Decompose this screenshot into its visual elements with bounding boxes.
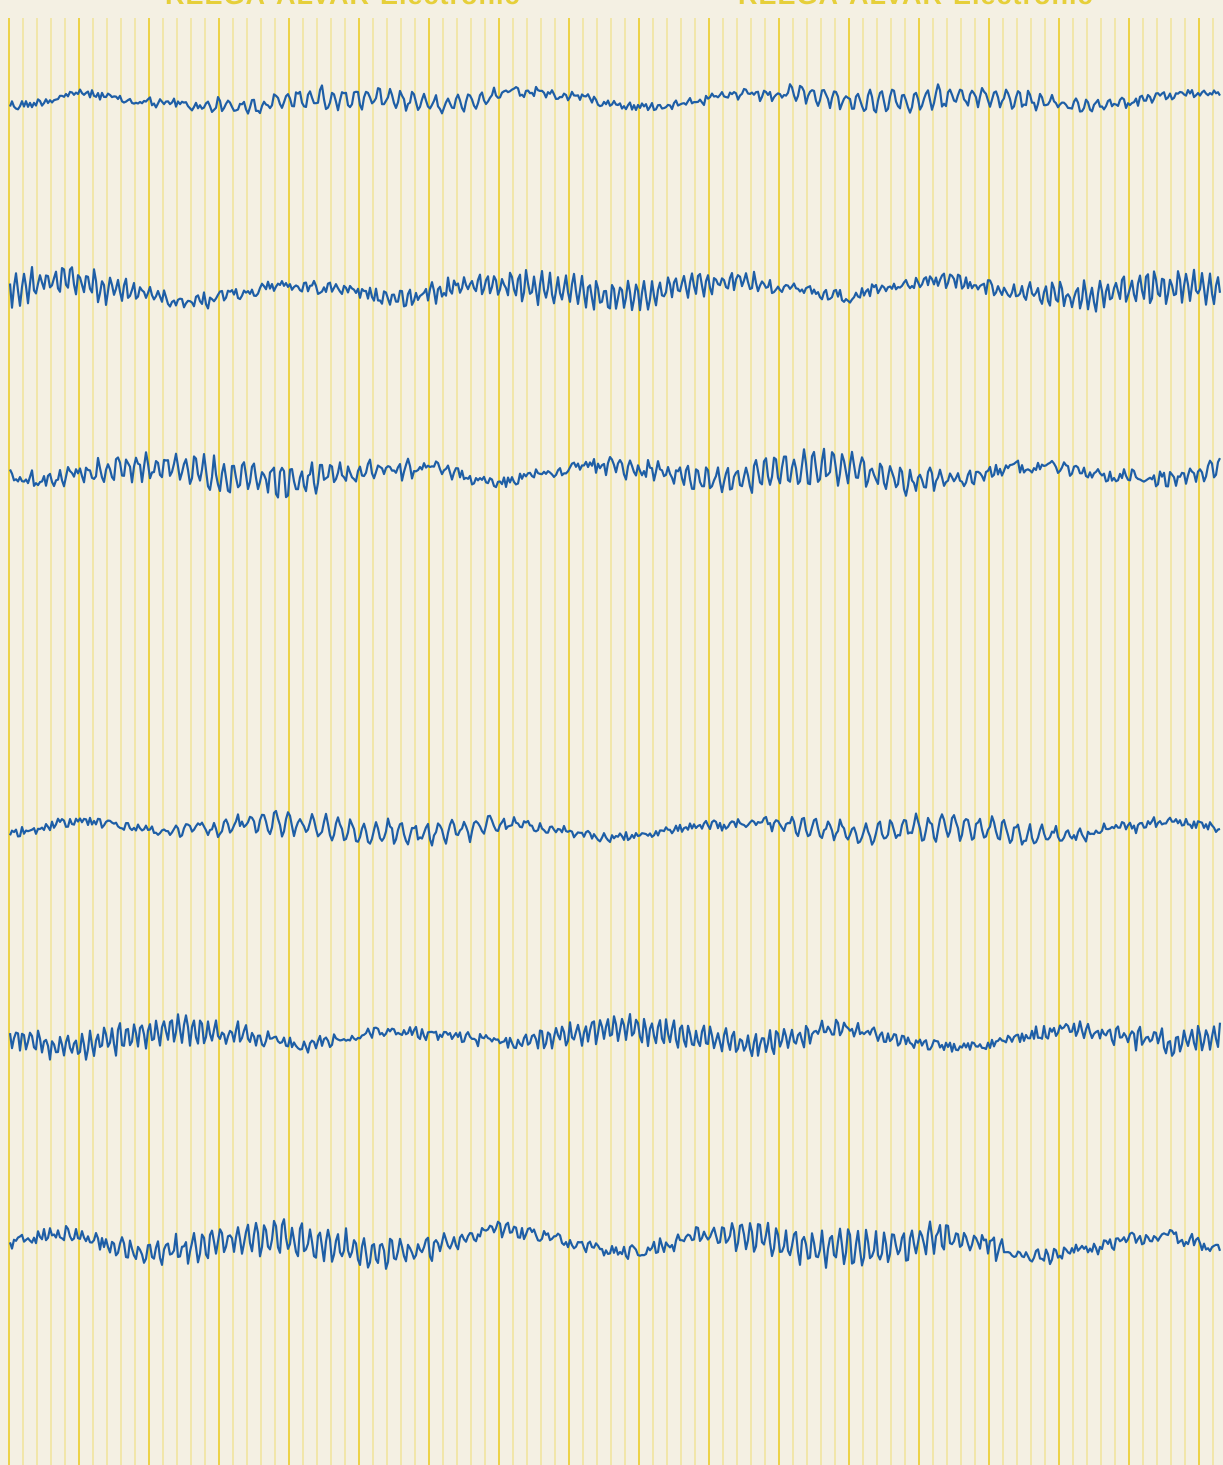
eeg-trace (9, 447, 1221, 499)
eeg-trace (8, 809, 1221, 847)
eeg-trace (8, 266, 1222, 313)
eeg-trace (8, 83, 1221, 115)
eeg-trace (8, 1013, 1222, 1061)
eeg-trace (8, 1218, 1222, 1270)
eeg-traces (8, 83, 1222, 1270)
brand-label: REEGA-ALVAR-Electronic (165, 0, 521, 10)
brand-label: REEGA-ALVAR-Electronic (738, 0, 1094, 10)
